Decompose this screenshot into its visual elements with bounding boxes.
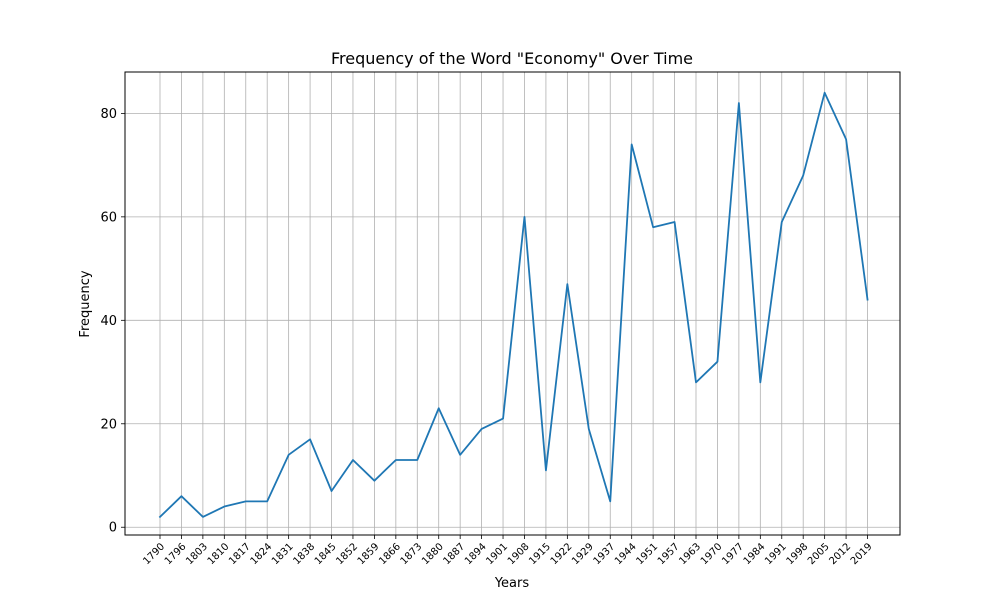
y-tick-label: 40 xyxy=(100,314,117,329)
grid-layer xyxy=(125,72,900,535)
y-axis-label: Frequency xyxy=(78,270,93,337)
plot-frame xyxy=(124,71,901,536)
chart-title: Frequency of the Word "Economy" Over Tim… xyxy=(331,49,693,68)
y-tick-label: 20 xyxy=(100,417,117,432)
y-tick-label: 0 xyxy=(109,521,117,536)
y-tick-label: 80 xyxy=(100,107,117,122)
x-axis-label: Years xyxy=(494,576,530,591)
series-line xyxy=(158,91,869,519)
y-tick-label: 60 xyxy=(100,210,117,225)
series-layer xyxy=(158,91,869,519)
